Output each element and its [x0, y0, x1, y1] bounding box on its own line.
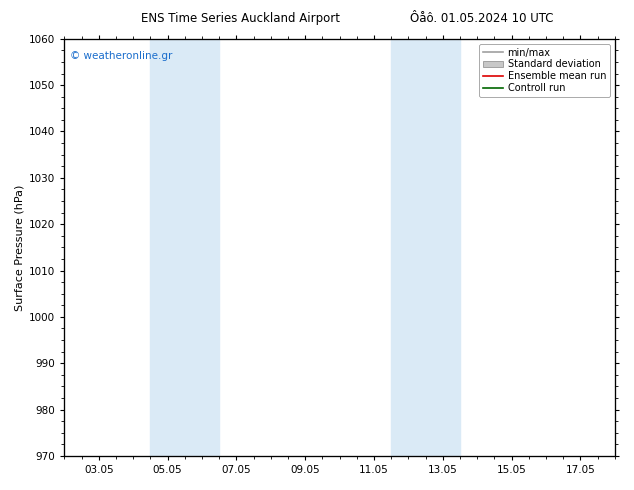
Bar — [150, 39, 185, 456]
Bar — [185, 39, 219, 456]
Text: © weatheronline.gr: © weatheronline.gr — [70, 51, 172, 61]
Text: ENS Time Series Auckland Airport: ENS Time Series Auckland Airport — [141, 12, 340, 25]
Text: Ôåô. 01.05.2024 10 UTC: Ôåô. 01.05.2024 10 UTC — [410, 12, 553, 25]
Bar — [425, 39, 460, 456]
Legend: min/max, Standard deviation, Ensemble mean run, Controll run: min/max, Standard deviation, Ensemble me… — [479, 44, 610, 97]
Y-axis label: Surface Pressure (hPa): Surface Pressure (hPa) — [15, 184, 25, 311]
Bar — [391, 39, 425, 456]
